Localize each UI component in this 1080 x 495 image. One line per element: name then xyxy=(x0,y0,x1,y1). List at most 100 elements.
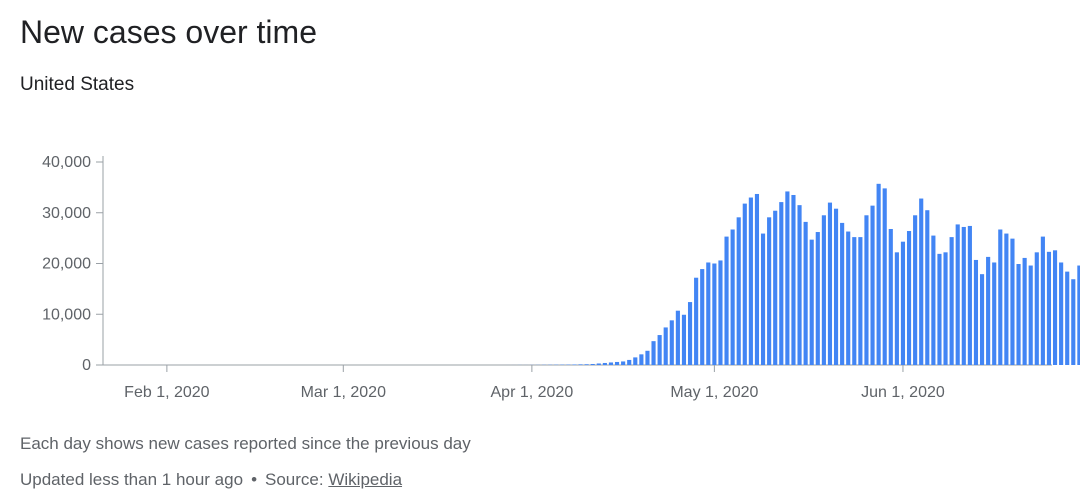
bar[interactable] xyxy=(645,350,650,365)
bar[interactable] xyxy=(614,361,620,365)
y-tick-label: 0 xyxy=(82,357,91,374)
bar[interactable] xyxy=(840,222,845,365)
bar[interactable] xyxy=(627,359,632,365)
bar[interactable] xyxy=(602,362,607,365)
bar[interactable] xyxy=(986,256,991,365)
bar[interactable] xyxy=(590,363,595,365)
x-tick-label: Jun 1, 2020 xyxy=(861,384,945,401)
bar[interactable] xyxy=(694,277,699,365)
bar[interactable] xyxy=(992,262,997,365)
bar[interactable] xyxy=(821,215,826,365)
bar[interactable] xyxy=(663,327,668,365)
bar[interactable] xyxy=(639,354,644,365)
bar[interactable] xyxy=(578,364,583,365)
bar[interactable] xyxy=(633,357,638,365)
bar[interactable] xyxy=(1077,265,1080,365)
bar[interactable] xyxy=(785,191,790,365)
bar[interactable] xyxy=(1046,251,1052,365)
bar[interactable] xyxy=(1059,262,1064,365)
bar[interactable] xyxy=(1071,279,1076,365)
x-tick-label: Feb 1, 2020 xyxy=(124,384,210,401)
bar[interactable] xyxy=(718,260,723,365)
bar[interactable] xyxy=(791,194,796,365)
bar[interactable] xyxy=(888,228,893,365)
bar[interactable] xyxy=(876,183,881,365)
y-tick-label: 20,000 xyxy=(42,256,91,273)
bar[interactable] xyxy=(894,252,899,365)
bar[interactable] xyxy=(1040,236,1045,365)
bar[interactable] xyxy=(712,263,717,366)
bar[interactable] xyxy=(779,202,784,365)
updated-text: Updated less than 1 hour ago xyxy=(20,470,244,489)
bar[interactable] xyxy=(1016,264,1021,365)
bar[interactable] xyxy=(687,302,693,365)
bar[interactable] xyxy=(919,198,924,365)
bar[interactable] xyxy=(1004,233,1009,365)
bar[interactable] xyxy=(943,252,948,365)
bar[interactable] xyxy=(669,320,674,365)
bar[interactable] xyxy=(913,215,918,365)
bar[interactable] xyxy=(767,217,772,365)
bar[interactable] xyxy=(937,253,942,365)
y-tick-label: 10,000 xyxy=(42,306,91,323)
bar[interactable] xyxy=(681,314,687,365)
x-axis: Feb 1, 2020 Mar 1, 2020 Apr 1, 2020 May 1, … xyxy=(103,364,1052,401)
source-link[interactable]: Wikipedia xyxy=(328,470,403,489)
x-tick-label: May 1, 2020 xyxy=(670,384,758,401)
bar[interactable] xyxy=(815,232,820,365)
bar[interactable] xyxy=(846,231,851,365)
bar[interactable] xyxy=(657,335,662,365)
bar[interactable] xyxy=(748,197,753,365)
bar[interactable] xyxy=(736,217,741,365)
bar[interactable] xyxy=(900,241,906,365)
bar[interactable] xyxy=(955,224,960,365)
bar[interactable] xyxy=(961,226,966,365)
bar[interactable] xyxy=(730,229,735,366)
bar[interactable] xyxy=(621,361,626,365)
bar[interactable] xyxy=(925,210,930,365)
bar[interactable] xyxy=(858,237,863,365)
bar[interactable] xyxy=(949,237,954,365)
bar[interactable] xyxy=(827,202,833,365)
bar[interactable] xyxy=(998,229,1003,366)
y-tick-label: 30,000 xyxy=(42,205,91,222)
bar[interactable] xyxy=(797,205,802,365)
bar[interactable] xyxy=(1010,238,1015,365)
bar[interactable] xyxy=(973,259,979,365)
bar[interactable] xyxy=(931,235,936,365)
bar[interactable] xyxy=(754,193,760,365)
bar[interactable] xyxy=(870,205,875,365)
bar[interactable] xyxy=(1022,257,1027,365)
x-tick-label: Mar 1, 2020 xyxy=(301,384,386,401)
separator-dot: • xyxy=(251,470,258,489)
bar[interactable] xyxy=(864,215,869,365)
bar[interactable] xyxy=(675,310,680,365)
bar[interactable] xyxy=(724,236,729,365)
bar[interactable] xyxy=(584,364,589,365)
bar[interactable] xyxy=(572,364,577,365)
bars xyxy=(103,183,1080,366)
bar[interactable] xyxy=(706,262,711,365)
chart-note: Each day shows new cases reported since … xyxy=(20,434,471,453)
update-info: Updated less than 1 hour ago • Source: Wik… xyxy=(20,470,402,490)
bar[interactable] xyxy=(852,237,857,365)
bar[interactable] xyxy=(742,203,747,365)
bar[interactable] xyxy=(906,231,912,365)
bar[interactable] xyxy=(967,225,972,365)
bar[interactable] xyxy=(1034,252,1039,365)
bar[interactable] xyxy=(1052,250,1058,365)
bar[interactable] xyxy=(1065,271,1070,365)
bar[interactable] xyxy=(773,210,778,365)
bar[interactable] xyxy=(700,269,705,365)
bar[interactable] xyxy=(1028,265,1033,365)
bar[interactable] xyxy=(608,362,614,365)
bar[interactable] xyxy=(596,363,601,365)
bar[interactable] xyxy=(882,188,887,365)
bar[interactable] xyxy=(760,233,766,365)
x-tick-label: Apr 1, 2020 xyxy=(491,384,574,401)
bar[interactable] xyxy=(809,239,814,365)
bar[interactable] xyxy=(833,208,839,365)
bar[interactable] xyxy=(979,274,985,365)
bar[interactable] xyxy=(803,221,808,365)
bar[interactable] xyxy=(651,341,656,365)
